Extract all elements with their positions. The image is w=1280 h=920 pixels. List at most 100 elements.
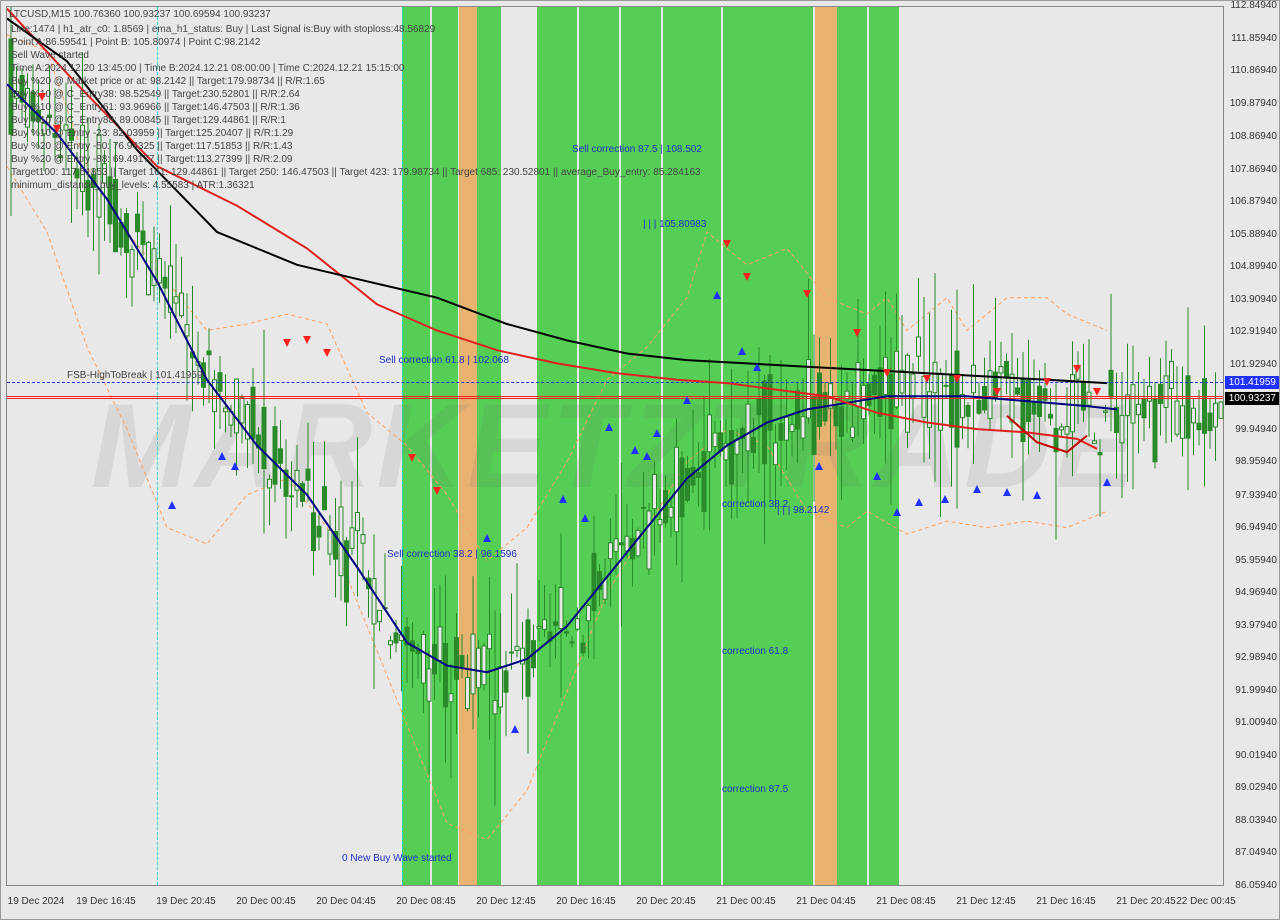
info-line: Target100: 117.51853 || Target 161: 129.… bbox=[11, 166, 700, 179]
x-tick: 22 Dec 00:45 bbox=[1176, 896, 1236, 907]
y-tick: 86.05940 bbox=[1225, 880, 1277, 891]
x-tick: 20 Dec 20:45 bbox=[636, 896, 696, 907]
y-tick: 89.02940 bbox=[1225, 782, 1277, 793]
info-line: Buy %10 @ C_Entry88: 89.00845 || Target:… bbox=[11, 114, 700, 127]
arrow-up-icon bbox=[653, 429, 661, 437]
y-axis: 112.84940111.85940110.86940109.87940108.… bbox=[1223, 6, 1279, 886]
arrow-up-icon bbox=[893, 508, 901, 516]
price-tag: 100.93237 bbox=[1225, 392, 1279, 405]
y-tick: 105.88940 bbox=[1225, 229, 1277, 240]
arrow-up-icon bbox=[713, 291, 721, 299]
x-tick: 19 Dec 16:45 bbox=[76, 896, 136, 907]
arrow-up-icon bbox=[815, 462, 823, 470]
y-tick: 111.85940 bbox=[1225, 33, 1277, 44]
arrow-up-icon bbox=[483, 534, 491, 542]
y-tick: 106.87940 bbox=[1225, 196, 1277, 207]
arrow-up-icon bbox=[1103, 478, 1111, 486]
arrow-up-icon bbox=[873, 472, 881, 480]
y-tick: 101.92940 bbox=[1225, 359, 1277, 370]
annotation-label: 0 New Buy Wave started bbox=[342, 853, 452, 864]
info-block: Line:1474 | h1_atr_c0: 1.8569 | ema_h1_s… bbox=[11, 23, 700, 192]
x-axis: 19 Dec 2024 19 Dec 16:45 19 Dec 20:45 20 De… bbox=[6, 889, 1224, 919]
y-tick: 97.93940 bbox=[1225, 490, 1277, 501]
x-tick: 21 Dec 08:45 bbox=[876, 896, 936, 907]
y-tick: 110.86940 bbox=[1225, 65, 1277, 76]
arrow-up-icon bbox=[231, 462, 239, 470]
arrow-up-icon bbox=[559, 495, 567, 503]
arrow-down-icon bbox=[923, 375, 931, 383]
arrow-down-icon bbox=[323, 349, 331, 357]
arrow-down-icon bbox=[408, 454, 416, 462]
x-tick: 20 Dec 00:45 bbox=[236, 896, 296, 907]
arrow-up-icon bbox=[581, 514, 589, 522]
arrow-down-icon bbox=[803, 290, 811, 298]
arrow-up-icon bbox=[511, 725, 519, 733]
arrow-up-icon bbox=[753, 363, 761, 371]
y-tick: 103.90940 bbox=[1225, 294, 1277, 305]
arrow-down-icon bbox=[723, 240, 731, 248]
h-line-label: FSB-HighToBreak | 101.41959 bbox=[67, 370, 202, 381]
arrow-down-icon bbox=[953, 375, 961, 383]
annotation-label: correction 61.8 bbox=[722, 646, 788, 657]
chart-area[interactable]: MARKETZTRADE FSB-HighToBreak | 101.41959… bbox=[6, 6, 1224, 886]
chart-container: MARKETZTRADE FSB-HighToBreak | 101.41959… bbox=[0, 0, 1280, 920]
y-tick: 102.91940 bbox=[1225, 326, 1277, 337]
x-tick: 21 Dec 04:45 bbox=[796, 896, 856, 907]
arrow-up-icon bbox=[218, 452, 226, 460]
arrow-up-icon bbox=[631, 446, 639, 454]
y-tick: 109.87940 bbox=[1225, 98, 1277, 109]
y-tick: 108.86940 bbox=[1225, 131, 1277, 142]
price-tag: 101.41959 bbox=[1225, 376, 1279, 389]
info-line: Time A:2024.12.20 13:45:00 | Time B:2024… bbox=[11, 62, 700, 75]
arrow-down-icon bbox=[283, 339, 291, 347]
y-tick: 91.99940 bbox=[1225, 685, 1277, 696]
arrow-down-icon bbox=[1043, 378, 1051, 386]
info-line: Buy %10 @ C_Entry38: 98.52549 || Target:… bbox=[11, 88, 700, 101]
info-line: Buy %20 @ Market price or at: 98.2142 ||… bbox=[11, 75, 700, 88]
info-line: Buy %20 @ Entry -88: 69.49177 || Target:… bbox=[11, 153, 700, 166]
y-tick: 94.96940 bbox=[1225, 587, 1277, 598]
y-tick: 112.84940 bbox=[1225, 0, 1277, 11]
y-tick: 93.97940 bbox=[1225, 620, 1277, 631]
arrow-down-icon bbox=[38, 93, 46, 101]
arrow-down-icon bbox=[1093, 388, 1101, 396]
y-tick: 92.98940 bbox=[1225, 652, 1277, 663]
x-tick: 19 Dec 2024 bbox=[8, 896, 65, 907]
arrow-down-icon bbox=[993, 388, 1001, 396]
annotation-label: | | | 105.80983 bbox=[643, 219, 706, 230]
info-line: minimum_distance_buy_levels: 4.55583 | A… bbox=[11, 179, 700, 192]
arrow-up-icon bbox=[683, 396, 691, 404]
y-tick: 90.01940 bbox=[1225, 750, 1277, 761]
arrow-down-icon bbox=[53, 125, 61, 133]
x-tick: 21 Dec 00:45 bbox=[716, 896, 776, 907]
x-tick: 20 Dec 08:45 bbox=[396, 896, 456, 907]
y-tick: 95.95940 bbox=[1225, 555, 1277, 566]
arrow-down-icon bbox=[433, 487, 441, 495]
y-tick: 104.89940 bbox=[1225, 261, 1277, 272]
info-line: Line:1474 | h1_atr_c0: 1.8569 | ema_h1_s… bbox=[11, 23, 700, 36]
annotation-label: Sell correction 61.8 | 102.068 bbox=[379, 355, 509, 366]
arrow-down-icon bbox=[883, 369, 891, 377]
x-tick: 19 Dec 20:45 bbox=[156, 896, 216, 907]
x-tick: 20 Dec 04:45 bbox=[316, 896, 376, 907]
annotation-label: | | | 98.2142 bbox=[777, 505, 829, 516]
annotation-label: Sell correction 38.2 | 96.1596 bbox=[387, 549, 517, 560]
info-line: Sell Wave started bbox=[11, 49, 700, 62]
info-line: Buy %10 @ C_Entry61: 93.96966 || Target:… bbox=[11, 101, 700, 114]
info-line: Buy %10 @ Entry -23: 82.03959 || Target:… bbox=[11, 127, 700, 140]
arrow-down-icon bbox=[853, 329, 861, 337]
x-tick: 20 Dec 12:45 bbox=[476, 896, 536, 907]
arrow-up-icon bbox=[605, 423, 613, 431]
annotation-label: Sell correction 87.5 | 108.502 bbox=[572, 144, 702, 155]
arrow-up-icon bbox=[1033, 491, 1041, 499]
arrow-up-icon bbox=[915, 498, 923, 506]
annotation-label: correction 87.5 bbox=[722, 784, 788, 795]
y-tick: 99.94940 bbox=[1225, 424, 1277, 435]
y-tick: 91.00940 bbox=[1225, 717, 1277, 728]
arrow-up-icon bbox=[738, 347, 746, 355]
arrow-up-icon bbox=[168, 501, 176, 509]
info-line: Point A:86.59541 | Point B: 105.80974 | … bbox=[11, 36, 700, 49]
y-tick: 107.86940 bbox=[1225, 164, 1277, 175]
arrow-down-icon bbox=[303, 336, 311, 344]
x-tick: 21 Dec 12:45 bbox=[956, 896, 1016, 907]
